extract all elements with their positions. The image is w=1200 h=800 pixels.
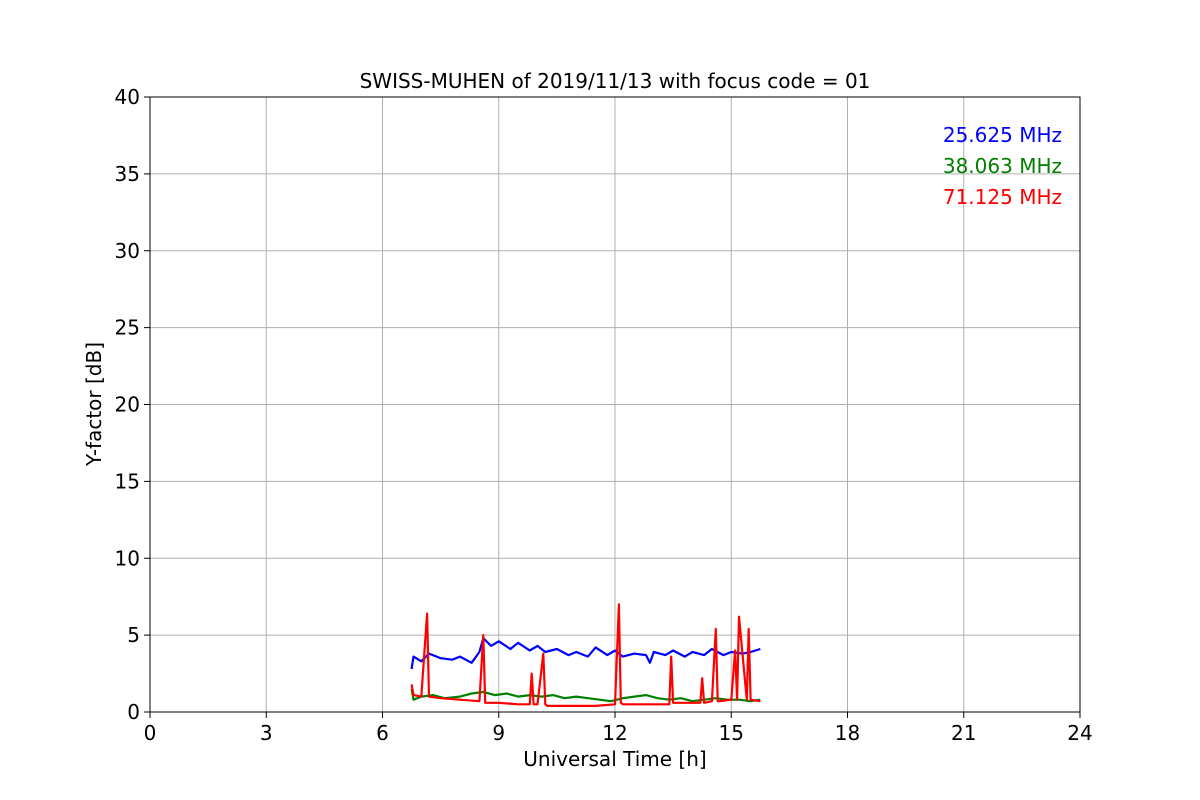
x-tick-label: 21 [951,721,976,745]
x-tick-label: 9 [492,721,505,745]
x-axis-label: Universal Time [h] [523,747,706,771]
y-axis-label: Y-factor [dB] [82,342,106,467]
series-layer [410,603,761,708]
x-tick-label: 12 [602,721,627,745]
x-tick-label: 18 [835,721,860,745]
y-tick-label: 0 [127,700,140,724]
y-tick-label: 35 [115,162,140,186]
x-tick-label: 15 [719,721,744,745]
series-line-3 [410,603,761,708]
x-tick-label: 0 [144,721,157,745]
y-tick-label: 30 [115,239,140,263]
y-tick-label: 20 [115,393,140,417]
series-line-2 [410,688,761,703]
y-tick-label: 40 [115,85,140,109]
series-line-1 [410,637,761,670]
y-tick-label: 25 [115,316,140,340]
chart-title: SWISS-MUHEN of 2019/11/13 with focus cod… [360,69,871,93]
x-tick-label: 6 [376,721,389,745]
legend-entry: 71.125 MHz [943,185,1062,209]
x-axis: 0 3 6 9 12 15 18 21 24 [144,712,1093,745]
grid [149,96,1081,713]
y-tick-label: 10 [115,546,140,570]
y-tick-label: 5 [127,623,140,647]
x-tick-label: 24 [1067,721,1092,745]
legend-entry: 25.625 MHz [943,123,1062,147]
y-tick-label: 15 [115,469,140,493]
x-tick-label: 3 [260,721,273,745]
legend-entry: 38.063 MHz [943,154,1062,178]
legend: 25.625 MHz 38.063 MHz 71.125 MHz [943,123,1062,209]
y-axis: 0 5 10 15 20 25 30 35 40 [115,85,150,724]
